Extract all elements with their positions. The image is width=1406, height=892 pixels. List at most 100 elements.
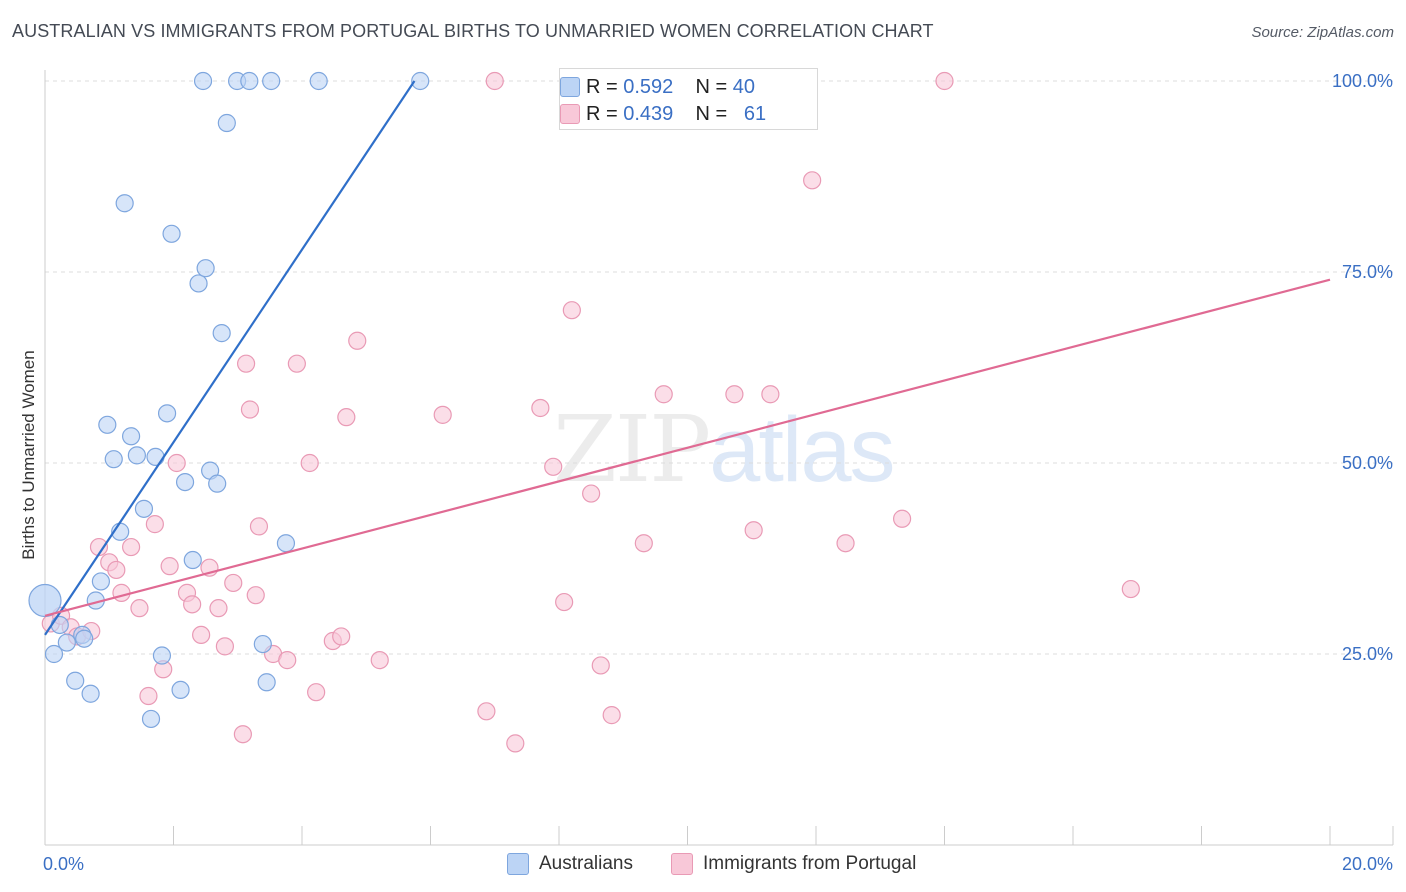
legend-n-value: 40 xyxy=(732,75,756,98)
australians-point xyxy=(44,644,64,664)
portugal-point xyxy=(233,725,252,744)
australians-point xyxy=(81,684,100,703)
portugal-point xyxy=(892,509,912,528)
australians-points xyxy=(28,71,430,729)
legend-n-label: N = xyxy=(695,102,728,125)
australians-point xyxy=(175,473,195,492)
australians-point xyxy=(262,71,281,91)
portugal-point xyxy=(215,637,234,656)
australians-point xyxy=(171,680,190,700)
portugal-point xyxy=(506,734,525,753)
source-label: Source: ZipAtlas.com xyxy=(1251,24,1394,41)
portugal-point xyxy=(725,385,744,404)
australians-point xyxy=(193,71,213,91)
trend-lines xyxy=(44,80,1331,636)
australians-point xyxy=(189,274,208,293)
portugal-point xyxy=(602,706,621,725)
portugal-point xyxy=(240,400,260,419)
bottom-legend-portugal-label: Immigrants from Portugal xyxy=(703,853,917,874)
portugal-point xyxy=(246,586,265,605)
portugal-point xyxy=(634,534,653,553)
legend-n-value: 61 xyxy=(743,102,767,125)
legend-r-value: 0.592 xyxy=(623,75,674,98)
chart-title: AUSTRALIAN VS IMMIGRANTS FROM PORTUGAL B… xyxy=(12,21,934,41)
portugal-point xyxy=(249,517,269,536)
australians-point xyxy=(157,404,177,423)
australians-point xyxy=(309,71,328,91)
australians-point xyxy=(66,671,85,690)
australians-point xyxy=(152,646,172,665)
tick-labels: 25.0% 50.0% 75.0% 100.0% 0.0% 20.0% xyxy=(43,71,1393,874)
australians-point xyxy=(98,415,117,434)
portugal-point xyxy=(287,354,306,373)
australians-point xyxy=(121,427,141,446)
portugal-point xyxy=(836,534,855,553)
australians-point xyxy=(208,474,227,493)
portugal-point xyxy=(139,686,158,706)
portugal-point xyxy=(370,651,389,670)
australians-point xyxy=(134,499,154,518)
australians-point xyxy=(146,447,165,466)
portugal-point xyxy=(477,702,496,721)
portugal-point xyxy=(337,408,356,427)
portugal-swatch xyxy=(560,104,580,124)
australians-point xyxy=(411,71,430,91)
portugal-point xyxy=(562,301,581,320)
australians-point xyxy=(141,709,161,729)
australians-point xyxy=(91,572,110,591)
australians-trend-line xyxy=(44,80,416,636)
legend-row-portugal: R = 0.439 N = 61 xyxy=(560,101,767,127)
axes xyxy=(44,70,1394,846)
australians-point xyxy=(240,71,259,91)
australians-point xyxy=(276,534,296,553)
y-tick-label: 25.0% xyxy=(1342,644,1393,664)
australians-point xyxy=(212,324,231,343)
y-tick-label: 50.0% xyxy=(1342,453,1393,473)
portugal-point xyxy=(654,385,673,404)
portugal-point xyxy=(278,651,297,670)
bottom-legend-australians-label: Australians xyxy=(539,853,633,874)
portugal-point xyxy=(224,573,243,593)
x-tick-label: 20.0% xyxy=(1342,854,1393,874)
australians-point xyxy=(183,550,202,570)
australians-point xyxy=(162,224,181,243)
australians-point xyxy=(127,446,146,465)
australians-point xyxy=(196,259,215,278)
portugal-point xyxy=(744,521,763,540)
portugal-point xyxy=(555,592,574,612)
legend-row-australians: R = 0.592 N = 40 xyxy=(560,74,756,100)
portugal-point xyxy=(531,398,550,418)
portugal-point xyxy=(307,683,326,702)
australians-swatch xyxy=(507,853,529,875)
correlation-legend: R = 0.592 N = 40 R = 0.439 N = 61 xyxy=(559,68,818,130)
portugal-point xyxy=(192,625,211,645)
portugal-points xyxy=(41,71,1140,753)
portugal-point xyxy=(107,560,126,580)
australians-point xyxy=(115,194,134,213)
portugal-point xyxy=(160,557,179,576)
portugal-point xyxy=(803,171,822,190)
australians-point xyxy=(75,629,94,648)
portugal-point xyxy=(1121,579,1140,599)
legend-r-label: R = xyxy=(586,75,618,98)
portugal-point xyxy=(582,484,601,503)
portugal-point xyxy=(332,627,351,646)
portugal-point xyxy=(167,453,186,473)
portugal-point xyxy=(237,354,256,373)
bottom-legend-portugal: Immigrants from Portugal xyxy=(671,851,916,877)
australians-point xyxy=(217,113,236,133)
portugal-point xyxy=(183,595,202,614)
australians-point xyxy=(257,673,276,692)
portugal-point xyxy=(145,515,164,534)
legend-r-value: 0.439 xyxy=(623,102,674,125)
portugal-point xyxy=(121,537,141,557)
australians-point xyxy=(28,583,62,618)
x-tick-label: 0.0% xyxy=(43,854,84,874)
portugal-point xyxy=(433,405,452,424)
portugal-point xyxy=(112,583,131,602)
portugal-point xyxy=(544,457,563,476)
portugal-point xyxy=(130,599,149,618)
australians-point xyxy=(253,634,272,654)
portugal-swatch xyxy=(671,853,693,875)
